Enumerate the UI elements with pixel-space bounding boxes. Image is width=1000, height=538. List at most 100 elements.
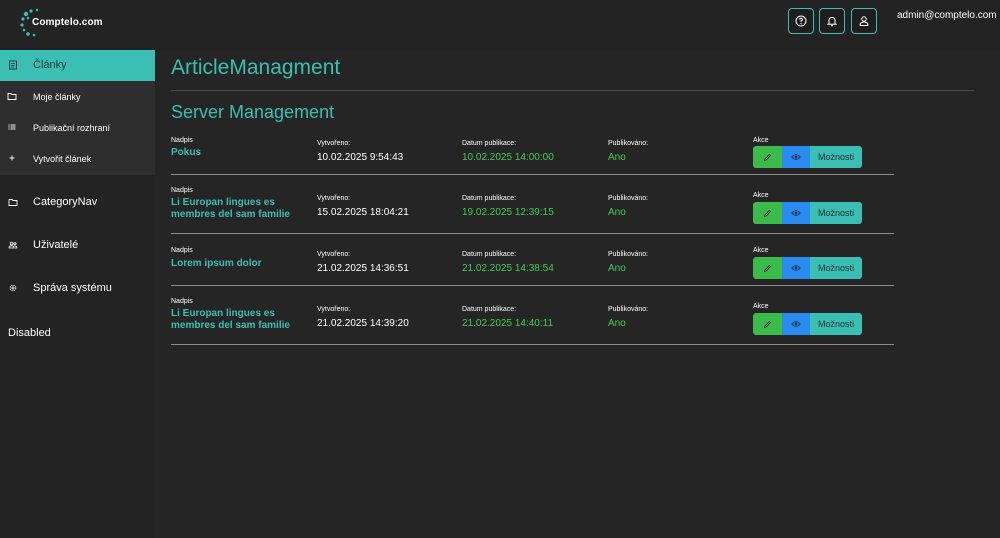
published-label: Publikováno: bbox=[608, 140, 649, 147]
published-date-value: 19.02.2025 12:39:15 bbox=[462, 207, 554, 218]
actions-label: Akce bbox=[753, 137, 769, 144]
logo-mark-icon bbox=[20, 8, 39, 37]
sidebar-item-publikacni-rozhrani[interactable]: Publikační rozhraní bbox=[0, 112, 155, 143]
published-date-value: 21.02.2025 14:38:54 bbox=[462, 263, 554, 274]
sidebar-item-categorynav[interactable]: CategoryNav bbox=[0, 187, 155, 217]
edit-button[interactable] bbox=[753, 257, 782, 279]
table-row: Nadpis Li Europan lingues es membres del… bbox=[171, 185, 894, 234]
published-label: Publikováno: bbox=[608, 195, 649, 202]
options-button[interactable]: Možnosti bbox=[810, 146, 862, 168]
folder-icon bbox=[7, 93, 17, 100]
title-label: Nadpis bbox=[171, 247, 193, 254]
published-date-label: Datum publikace: bbox=[462, 251, 517, 258]
bell-icon bbox=[826, 16, 838, 27]
gear-icon bbox=[9, 284, 17, 292]
action-buttons: Možnosti bbox=[753, 257, 862, 279]
created-label: Vytvořeno: bbox=[317, 306, 351, 313]
help-button[interactable] bbox=[788, 8, 814, 34]
row-divider bbox=[171, 285, 894, 286]
sidebar-item-label: Správa systému bbox=[33, 282, 112, 294]
sidebar-item-label: Uživatelé bbox=[33, 239, 79, 251]
row-divider bbox=[171, 174, 894, 175]
articles-submenu: Moje články Publikační rozhraní Vytvořit… bbox=[0, 81, 155, 175]
published-value: Ano bbox=[608, 263, 626, 274]
pencil-icon bbox=[763, 153, 772, 161]
logo-text: Comptelo.com bbox=[32, 17, 103, 28]
published-date-value: 10.02.2025 14:00:00 bbox=[462, 152, 554, 163]
title-label: Nadpis bbox=[171, 137, 193, 144]
top-bar: Comptelo.com admin@comptelo.com bbox=[0, 0, 1000, 50]
view-button[interactable] bbox=[782, 313, 810, 335]
published-value: Ano bbox=[608, 318, 626, 329]
sidebar-item-label: Články bbox=[33, 59, 67, 71]
article-title[interactable]: Li Europan lingues es membres del sam fa… bbox=[171, 308, 290, 331]
sidebar-item-clanky[interactable]: Články bbox=[0, 50, 155, 81]
edit-button[interactable] bbox=[753, 146, 782, 168]
eye-icon bbox=[791, 321, 801, 327]
action-buttons: Možnosti bbox=[753, 202, 862, 224]
row-divider bbox=[171, 233, 894, 234]
folder-icon bbox=[8, 199, 18, 206]
list-icon bbox=[8, 124, 16, 130]
edit-button[interactable] bbox=[753, 202, 782, 224]
options-button[interactable]: Možnosti bbox=[810, 313, 862, 335]
published-label: Publikováno: bbox=[608, 306, 649, 313]
published-label: Publikováno: bbox=[608, 251, 649, 258]
plus-icon bbox=[9, 155, 15, 161]
published-value: Ano bbox=[608, 152, 626, 163]
published-value: Ano bbox=[608, 207, 626, 218]
notifications-button[interactable] bbox=[819, 8, 845, 34]
pencil-icon bbox=[763, 209, 772, 217]
eye-icon bbox=[791, 210, 801, 216]
page-title: ArticleManagment bbox=[171, 56, 341, 79]
actions-label: Akce bbox=[753, 303, 769, 310]
article-title[interactable]: Pokus bbox=[171, 147, 202, 158]
divider bbox=[171, 90, 974, 91]
published-date-label: Datum publikace: bbox=[462, 306, 517, 313]
created-value: 21.02.2025 14:39:20 bbox=[317, 318, 409, 329]
actions-label: Akce bbox=[753, 247, 769, 254]
edit-button[interactable] bbox=[753, 313, 782, 335]
created-label: Vytvořeno: bbox=[317, 140, 351, 147]
user-email[interactable]: admin@comptelo.com bbox=[897, 10, 997, 21]
document-icon bbox=[9, 60, 17, 70]
section-title: Server Management bbox=[171, 102, 335, 122]
article-title[interactable]: Li Europan lingues es membres del sam fa… bbox=[171, 197, 290, 220]
sidebar-item-vytvorit-clanek[interactable]: Vytvořit článek bbox=[0, 143, 155, 174]
title-label: Nadpis bbox=[171, 298, 193, 305]
published-date-value: 21.02.2025 14:40:11 bbox=[462, 318, 554, 329]
sidebar-subitem-label: Vytvořit článek bbox=[33, 154, 92, 164]
sidebar-item-label: CategoryNav bbox=[33, 196, 98, 208]
options-button[interactable]: Možnosti bbox=[810, 202, 862, 224]
title-label: Nadpis bbox=[171, 187, 193, 194]
created-label: Vytvořeno: bbox=[317, 251, 351, 258]
article-title[interactable]: Lorem ipsum dolor bbox=[171, 258, 262, 269]
disabled-label: Disabled bbox=[8, 327, 51, 339]
created-value: 15.02.2025 18:04:21 bbox=[317, 207, 409, 218]
pencil-icon bbox=[763, 264, 772, 272]
sidebar-item-moje-clanky[interactable]: Moje články bbox=[0, 81, 155, 112]
published-date-label: Datum publikace: bbox=[462, 140, 517, 147]
sidebar-subitem-label: Moje články bbox=[33, 92, 81, 102]
eye-icon bbox=[791, 154, 801, 160]
created-label: Vytvořeno: bbox=[317, 195, 351, 202]
sidebar-item-uzivatele[interactable]: Uživatelé bbox=[0, 230, 155, 260]
actions-label: Akce bbox=[753, 192, 769, 199]
view-button[interactable] bbox=[782, 146, 810, 168]
sidebar-item-sprava-systemu[interactable]: Správa systému bbox=[0, 273, 155, 303]
options-button[interactable]: Možnosti bbox=[810, 257, 862, 279]
action-buttons: Možnosti bbox=[753, 313, 862, 335]
table-row: Nadpis Li Europan lingues es membres del… bbox=[171, 296, 894, 345]
action-buttons: Možnosti bbox=[753, 146, 862, 168]
table-row: Nadpis Pokus Vytvořeno: 10.02.2025 9:54:… bbox=[171, 135, 894, 175]
user-icon bbox=[859, 16, 869, 26]
help-icon bbox=[795, 15, 807, 27]
row-divider bbox=[171, 344, 894, 345]
view-button[interactable] bbox=[782, 257, 810, 279]
users-icon bbox=[8, 241, 18, 249]
view-button[interactable] bbox=[782, 202, 810, 224]
sidebar-subitem-label: Publikační rozhraní bbox=[33, 123, 111, 133]
created-value: 21.02.2025 14:36:51 bbox=[317, 263, 409, 274]
profile-button[interactable] bbox=[851, 8, 877, 34]
logo[interactable]: Comptelo.com bbox=[20, 8, 103, 38]
